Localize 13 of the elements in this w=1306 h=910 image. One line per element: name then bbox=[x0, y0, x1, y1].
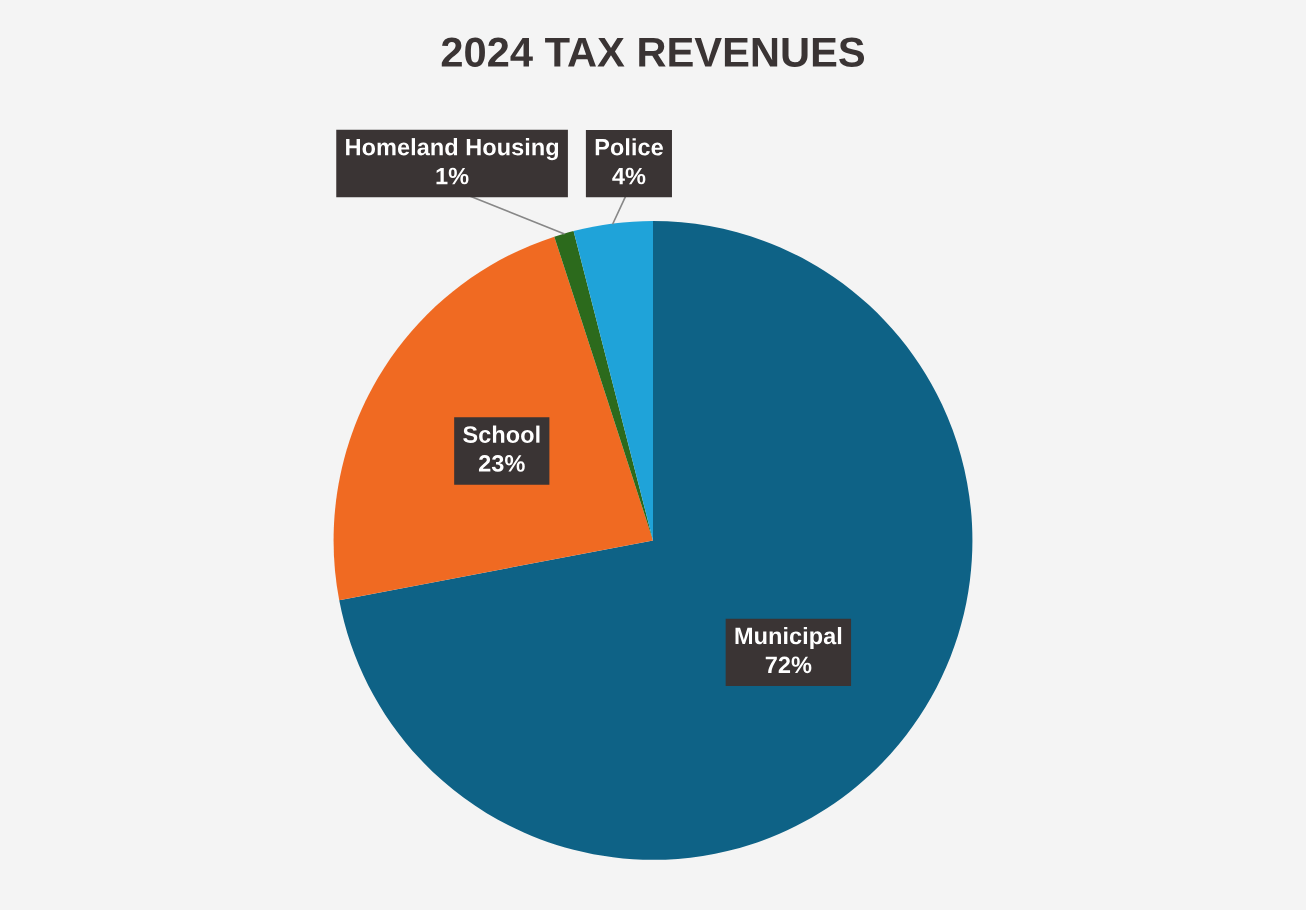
pie-slice bbox=[333, 236, 653, 601]
data-label: 4% bbox=[612, 167, 646, 185]
data-label: 23% bbox=[478, 455, 525, 472]
data-label: 1% bbox=[436, 167, 469, 185]
slice-label: School bbox=[463, 425, 540, 443]
data-label: 72% bbox=[765, 656, 812, 674]
pie-slice bbox=[554, 231, 653, 541]
pie-slice bbox=[339, 221, 973, 860]
slice-label: Homeland Housing bbox=[346, 138, 559, 161]
pie-slice bbox=[573, 221, 653, 541]
slice-label: Municipal bbox=[735, 626, 842, 649]
chart-title: 2024 TAX REVENUES bbox=[441, 37, 865, 68]
slice-label: Police bbox=[595, 138, 663, 156]
